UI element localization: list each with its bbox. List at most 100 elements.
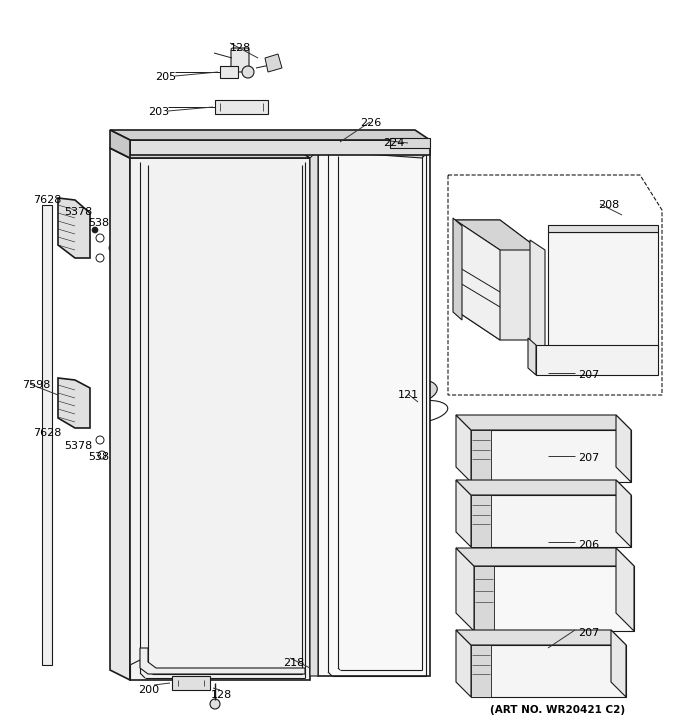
Polygon shape bbox=[548, 232, 658, 350]
Polygon shape bbox=[58, 198, 90, 258]
Polygon shape bbox=[471, 645, 491, 697]
FancyBboxPatch shape bbox=[413, 493, 423, 503]
Text: 226: 226 bbox=[360, 118, 381, 128]
Polygon shape bbox=[616, 480, 631, 547]
Polygon shape bbox=[456, 415, 471, 482]
FancyBboxPatch shape bbox=[413, 253, 423, 263]
Polygon shape bbox=[390, 138, 430, 148]
Polygon shape bbox=[456, 630, 626, 645]
Text: 7598: 7598 bbox=[22, 380, 50, 390]
Polygon shape bbox=[110, 130, 130, 158]
Polygon shape bbox=[215, 100, 268, 114]
Polygon shape bbox=[172, 676, 210, 690]
Polygon shape bbox=[453, 218, 462, 320]
Polygon shape bbox=[42, 205, 52, 665]
Circle shape bbox=[98, 451, 106, 459]
Polygon shape bbox=[310, 150, 430, 158]
Circle shape bbox=[96, 436, 104, 444]
Polygon shape bbox=[471, 645, 626, 697]
Polygon shape bbox=[310, 150, 318, 676]
Polygon shape bbox=[455, 220, 540, 250]
Text: 224: 224 bbox=[383, 138, 405, 148]
Circle shape bbox=[96, 254, 104, 262]
Circle shape bbox=[96, 234, 104, 242]
FancyBboxPatch shape bbox=[413, 573, 423, 583]
FancyBboxPatch shape bbox=[413, 293, 423, 303]
Text: 205: 205 bbox=[155, 72, 176, 82]
Polygon shape bbox=[530, 240, 545, 365]
Text: 7628: 7628 bbox=[33, 195, 61, 205]
Circle shape bbox=[317, 410, 327, 420]
Ellipse shape bbox=[404, 236, 412, 244]
Circle shape bbox=[242, 66, 254, 78]
Circle shape bbox=[197, 680, 203, 686]
Polygon shape bbox=[456, 548, 474, 631]
FancyBboxPatch shape bbox=[231, 48, 249, 72]
Polygon shape bbox=[548, 225, 658, 232]
FancyBboxPatch shape bbox=[413, 373, 423, 383]
Circle shape bbox=[114, 456, 122, 464]
Ellipse shape bbox=[404, 355, 412, 365]
Text: 207: 207 bbox=[578, 453, 599, 463]
FancyBboxPatch shape bbox=[413, 533, 423, 543]
Polygon shape bbox=[130, 140, 430, 155]
Ellipse shape bbox=[404, 396, 412, 405]
Polygon shape bbox=[110, 148, 310, 158]
Circle shape bbox=[111, 444, 119, 452]
Ellipse shape bbox=[404, 515, 412, 524]
Text: 207: 207 bbox=[578, 628, 599, 638]
Polygon shape bbox=[456, 630, 471, 697]
Text: 128: 128 bbox=[230, 43, 251, 53]
Text: (ART NO. WR20421 C2): (ART NO. WR20421 C2) bbox=[490, 705, 625, 715]
Text: 206: 206 bbox=[578, 540, 599, 550]
Circle shape bbox=[210, 699, 220, 709]
Ellipse shape bbox=[404, 476, 412, 484]
Polygon shape bbox=[536, 345, 658, 375]
Polygon shape bbox=[528, 338, 536, 375]
Polygon shape bbox=[140, 648, 305, 674]
Polygon shape bbox=[456, 415, 631, 430]
Polygon shape bbox=[110, 130, 430, 140]
Text: 538: 538 bbox=[88, 218, 109, 228]
Text: 5378: 5378 bbox=[64, 441, 92, 451]
FancyBboxPatch shape bbox=[413, 453, 423, 463]
Ellipse shape bbox=[404, 555, 412, 565]
Polygon shape bbox=[616, 548, 634, 631]
Polygon shape bbox=[616, 415, 631, 482]
Polygon shape bbox=[456, 480, 631, 495]
Text: 200: 200 bbox=[138, 685, 159, 695]
Polygon shape bbox=[456, 548, 634, 566]
Polygon shape bbox=[220, 66, 238, 78]
Polygon shape bbox=[58, 378, 90, 428]
FancyBboxPatch shape bbox=[413, 413, 423, 423]
Polygon shape bbox=[611, 630, 626, 697]
Circle shape bbox=[109, 244, 117, 252]
Circle shape bbox=[255, 104, 261, 110]
Circle shape bbox=[222, 104, 228, 110]
Text: 203: 203 bbox=[148, 107, 169, 117]
Ellipse shape bbox=[404, 315, 412, 325]
Text: 538: 538 bbox=[88, 452, 109, 462]
FancyBboxPatch shape bbox=[413, 213, 423, 223]
Polygon shape bbox=[471, 495, 631, 547]
Polygon shape bbox=[474, 566, 634, 631]
Polygon shape bbox=[265, 54, 282, 72]
Ellipse shape bbox=[383, 379, 437, 405]
Text: 7628: 7628 bbox=[33, 428, 61, 438]
FancyBboxPatch shape bbox=[413, 333, 423, 343]
Polygon shape bbox=[110, 148, 130, 680]
Polygon shape bbox=[455, 220, 540, 340]
Ellipse shape bbox=[404, 595, 412, 605]
Ellipse shape bbox=[404, 276, 412, 284]
Polygon shape bbox=[474, 566, 494, 631]
Polygon shape bbox=[130, 158, 310, 680]
Polygon shape bbox=[471, 495, 491, 547]
Polygon shape bbox=[456, 480, 471, 547]
Polygon shape bbox=[471, 430, 631, 482]
Text: 121: 121 bbox=[398, 390, 419, 400]
Polygon shape bbox=[455, 220, 500, 340]
Ellipse shape bbox=[404, 436, 412, 444]
Circle shape bbox=[111, 258, 119, 266]
Circle shape bbox=[92, 227, 98, 233]
Text: 218: 218 bbox=[283, 658, 304, 668]
